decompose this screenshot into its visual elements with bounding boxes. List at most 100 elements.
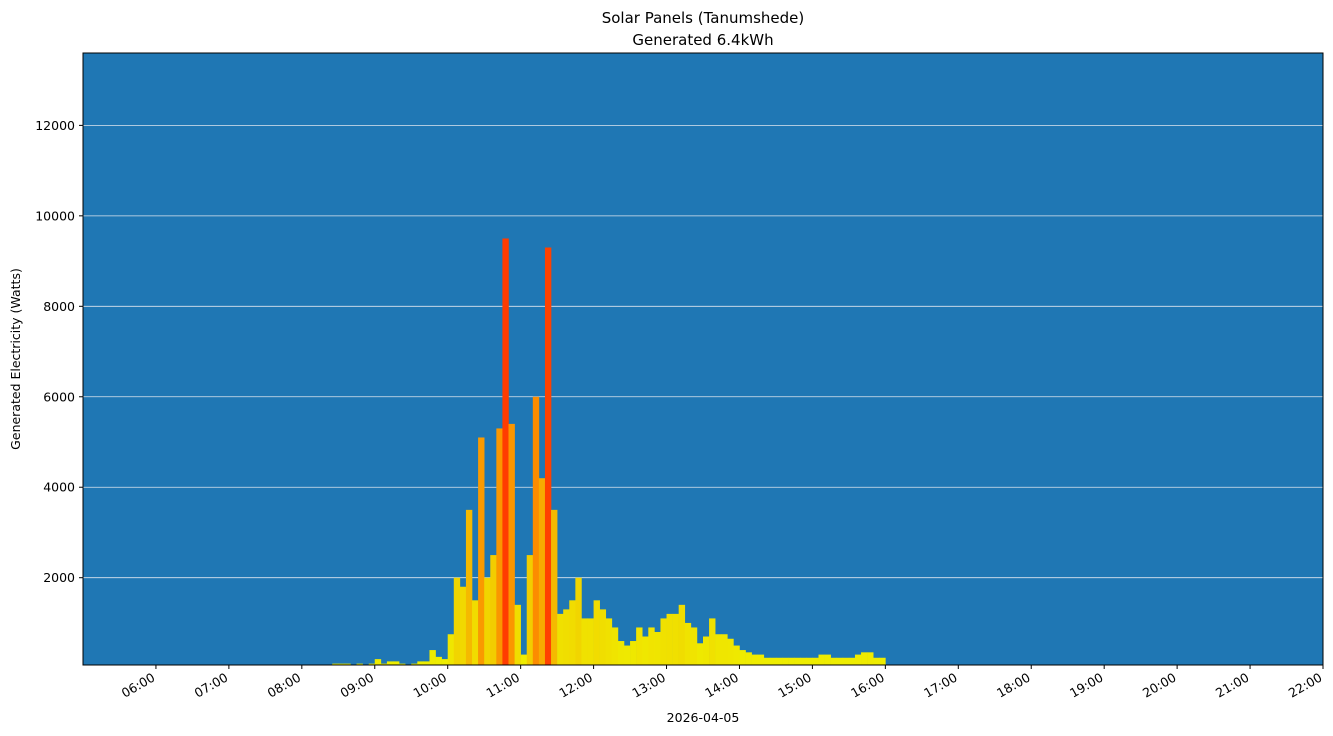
bar: [490, 555, 497, 665]
bar: [459, 586, 467, 665]
bars: [228, 238, 886, 666]
bar: [782, 657, 789, 665]
bar: [630, 641, 637, 665]
bar: [879, 657, 886, 665]
bar: [818, 654, 825, 665]
bar: [654, 631, 661, 665]
x-tick-label: 22:00: [1286, 670, 1325, 701]
bar: [611, 627, 619, 665]
bar: [690, 627, 698, 665]
bar: [441, 659, 449, 665]
bar: [642, 636, 649, 665]
plot-frame: [82, 52, 1324, 666]
x-tick-label: 12:00: [556, 670, 595, 701]
bar: [544, 247, 552, 666]
bar: [538, 478, 546, 665]
bar: [569, 600, 576, 665]
bar: [769, 657, 777, 665]
x-tick-label: 20:00: [1140, 670, 1179, 701]
bar: [848, 657, 856, 665]
y-axis-label: Generated Electricity (Watts): [8, 268, 23, 450]
bar: [581, 618, 588, 665]
bar: [636, 627, 643, 665]
y-tick-label: 12000: [35, 118, 75, 133]
bar: [411, 663, 418, 665]
x-tick-label: 07:00: [192, 670, 231, 701]
y-tick-label: 4000: [43, 480, 75, 495]
bar: [703, 636, 710, 665]
bar: [617, 641, 625, 665]
bar: [496, 428, 503, 665]
bar: [861, 652, 868, 665]
x-tick-label: 18:00: [994, 670, 1033, 701]
bar: [751, 654, 759, 665]
bar: [709, 618, 716, 665]
bar: [478, 437, 485, 665]
bar: [812, 657, 819, 665]
bar: [788, 657, 795, 665]
bar: [794, 657, 801, 665]
bar: [429, 650, 436, 665]
bar: [775, 657, 783, 665]
bar: [605, 618, 613, 665]
bar: [867, 652, 874, 665]
x-tick-label: 21:00: [1213, 670, 1252, 701]
y-tick-label: 2000: [43, 570, 75, 585]
x-axis-label: 2026-04-05: [667, 710, 740, 725]
y-tick-label: 10000: [35, 208, 75, 223]
bar: [417, 661, 424, 665]
grid-lines: [83, 124, 1323, 579]
bar: [447, 634, 455, 665]
bar: [678, 604, 686, 665]
bar: [830, 657, 838, 665]
x-tick-label: 17:00: [921, 670, 960, 701]
bar: [745, 652, 752, 665]
bar: [672, 613, 679, 665]
bar: [873, 657, 880, 665]
bar: [399, 663, 406, 665]
bar: [374, 659, 382, 665]
x-tick-label: 14:00: [702, 670, 741, 701]
bar: [551, 509, 558, 665]
bar: [465, 509, 473, 665]
bar: [514, 604, 521, 665]
bar: [842, 657, 850, 665]
bar: [739, 650, 746, 665]
x-axis: 06:00 07:00 08:00 09:00 10:00 11:00 12:00 13:00…: [119, 665, 1325, 701]
bar: [338, 663, 345, 665]
y-tick-label: 6000: [43, 389, 75, 404]
bar: [526, 555, 534, 665]
x-tick-label: 16:00: [848, 670, 887, 701]
bar: [623, 645, 631, 665]
bar: [684, 622, 692, 665]
bar: [575, 577, 582, 665]
x-tick-label: 15:00: [775, 670, 814, 701]
bar: [380, 663, 388, 665]
bar: [502, 238, 509, 666]
bar: [453, 577, 461, 665]
bar: [854, 654, 862, 665]
bar: [435, 656, 442, 665]
bar: [557, 613, 564, 665]
bar: [806, 657, 813, 665]
bar: [715, 634, 722, 665]
x-tick-label: 09:00: [338, 670, 377, 701]
bar: [532, 396, 540, 665]
bar: [733, 645, 740, 665]
bar: [356, 663, 363, 665]
bar: [599, 609, 607, 665]
x-tick-label: 08:00: [265, 670, 304, 701]
bar: [368, 663, 376, 665]
bar: [593, 600, 600, 665]
x-tick-label: 06:00: [119, 670, 158, 701]
x-tick-label: 19:00: [1067, 670, 1106, 701]
bar: [508, 423, 515, 665]
y-axis: 2000 4000 6000 8000 10000 12000: [35, 118, 83, 585]
bar: [757, 654, 765, 665]
bar: [648, 627, 655, 665]
y-tick-label: 8000: [43, 299, 75, 314]
bar: [332, 663, 339, 665]
x-tick-label: 10:00: [411, 670, 450, 701]
chart-subtitle: Generated 6.4kWh: [632, 31, 773, 49]
